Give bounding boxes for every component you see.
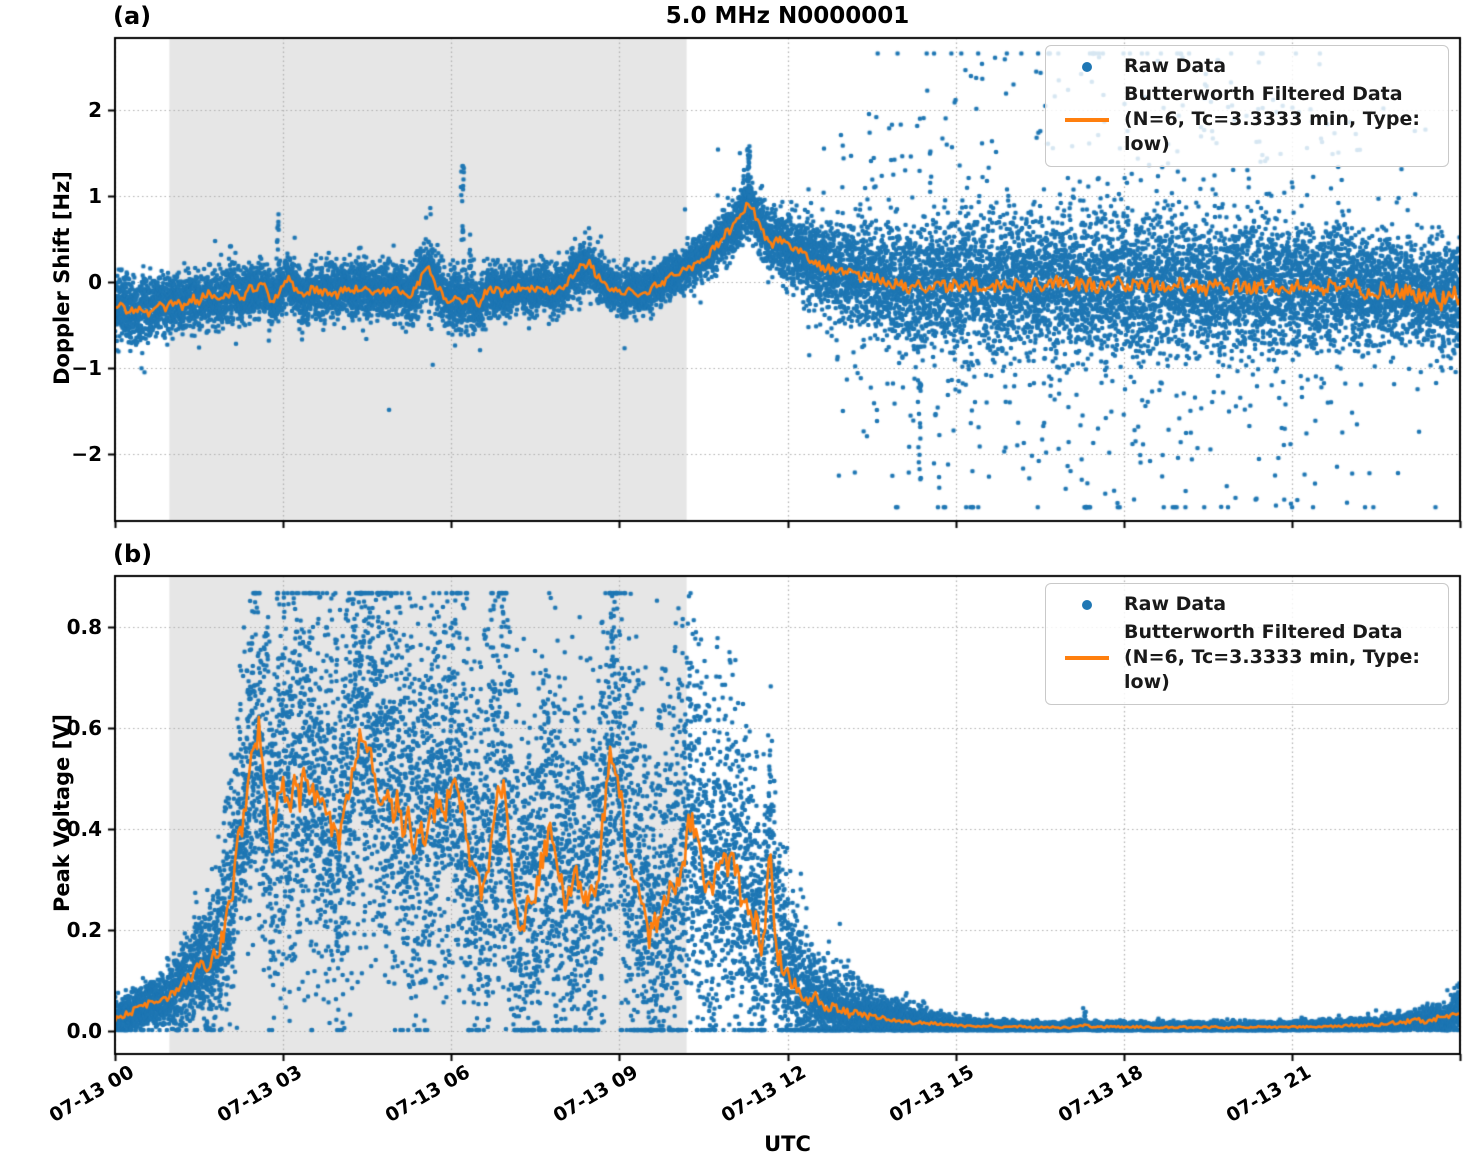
figure-title: 5.0 MHz N0000001: [665, 3, 910, 29]
ytick-label: 0: [88, 270, 102, 294]
legend-raw-label: Raw Data: [1124, 55, 1227, 77]
y-axis-label-b: Peak Voltage [V]: [50, 713, 74, 913]
x-axis-label: UTC: [764, 1132, 811, 1156]
legend-filtered-label-line1: Butterworth Filtered Data: [1124, 83, 1403, 105]
ytick-label: 2: [88, 98, 102, 122]
ytick-label: 1: [88, 184, 102, 208]
legend-filtered-marker-icon: [1050, 655, 1124, 660]
legend-panel-a: Raw Data Butterworth Filtered Data (N=6,…: [1045, 45, 1449, 167]
legend-filtered-label-line2: (N=6, Tc=3.3333 min, Type: low): [1124, 646, 1420, 693]
ytick-label: −1: [71, 356, 102, 380]
panel-b-label: (b): [113, 540, 153, 568]
ytick-label: 0.2: [66, 918, 102, 942]
ytick-label: 0.4: [66, 817, 102, 841]
legend-filtered-marker-icon: [1050, 117, 1124, 122]
legend-panel-b: Raw Data Butterworth Filtered Data (N=6,…: [1045, 583, 1449, 705]
ytick-label: 0.8: [66, 615, 102, 639]
legend-filtered-label-line2: (N=6, Tc=3.3333 min, Type: low): [1124, 108, 1420, 155]
ytick-label: −2: [71, 442, 102, 466]
legend-raw-marker-icon: [1050, 61, 1124, 72]
ytick-label: 0.0: [66, 1019, 102, 1043]
legend-filtered-label-line1: Butterworth Filtered Data: [1124, 621, 1403, 643]
legend-raw-marker-icon: [1050, 599, 1124, 610]
legend-raw-label: Raw Data: [1124, 593, 1227, 615]
ytick-label: 0.6: [66, 716, 102, 740]
panel-a-label: (a): [113, 2, 152, 30]
